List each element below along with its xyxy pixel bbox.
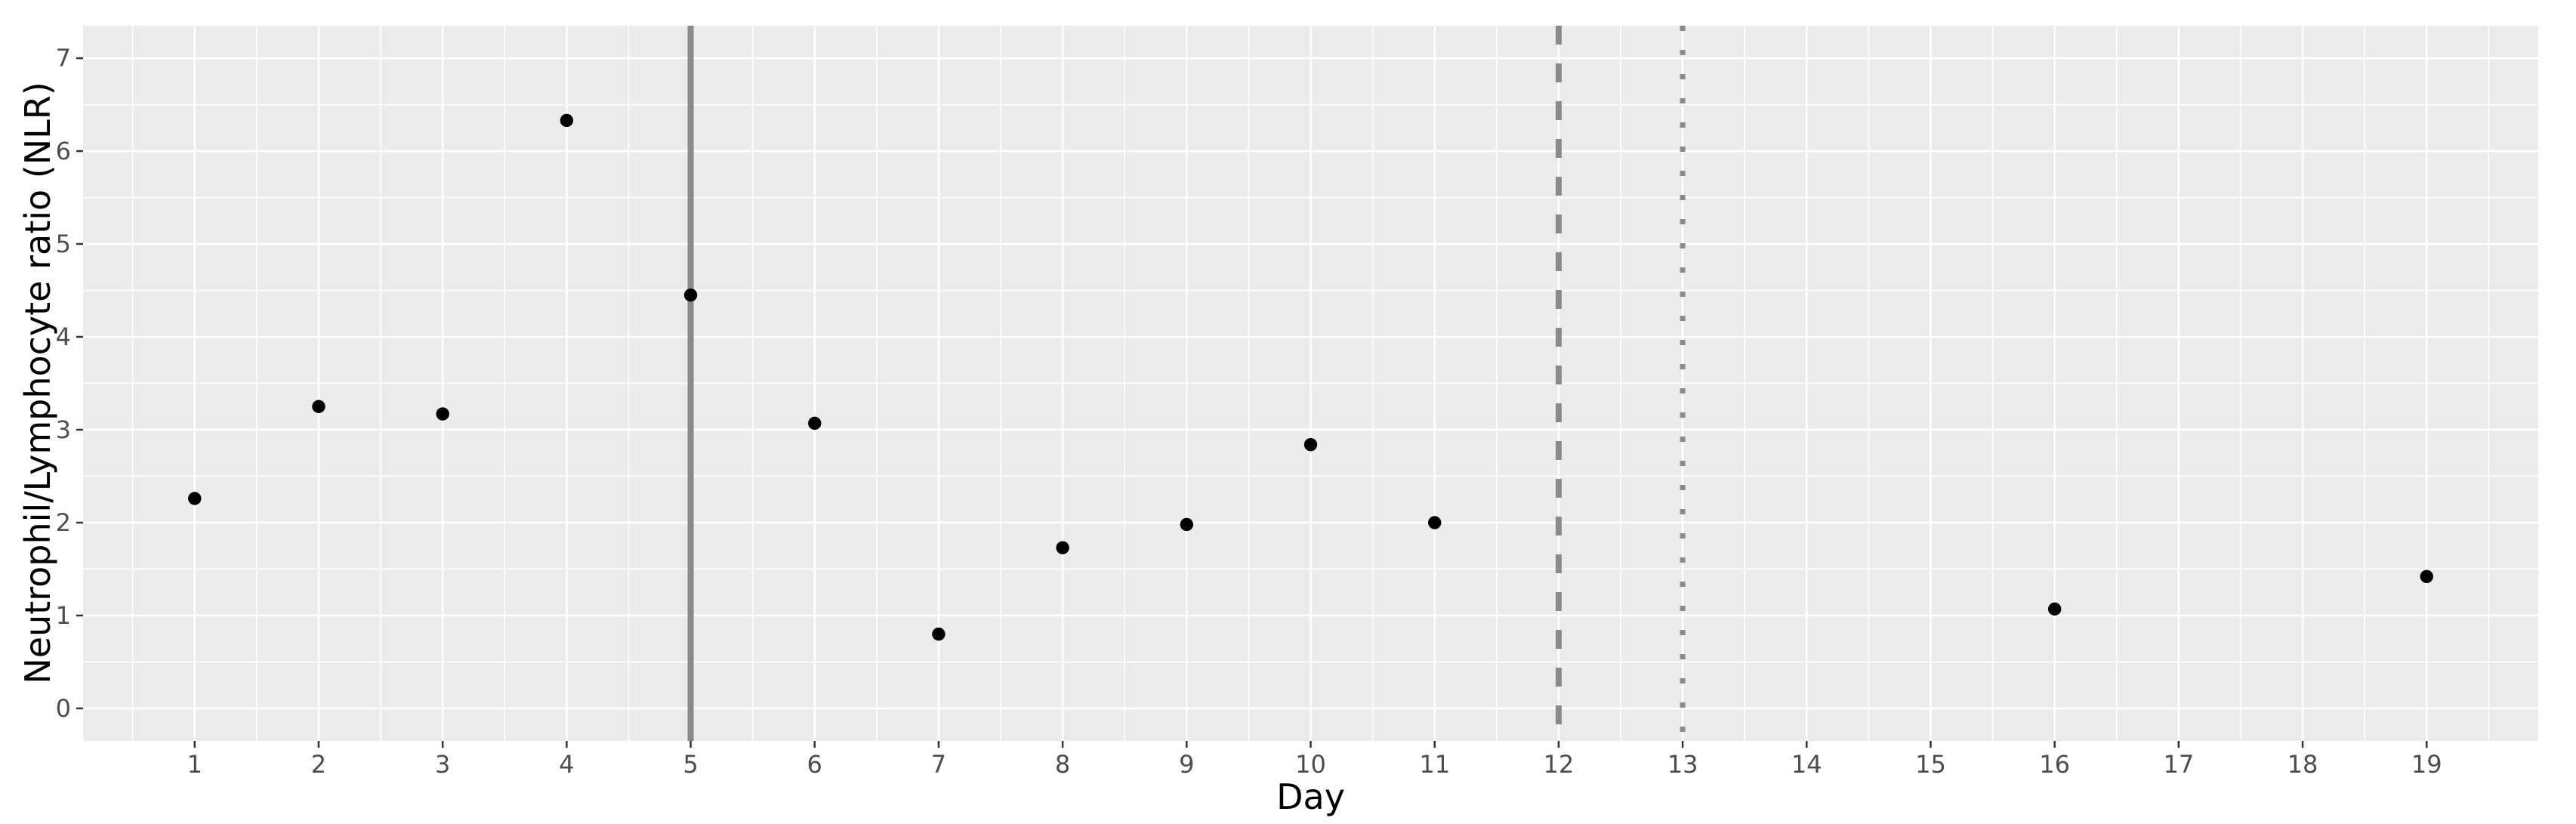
x-tick-label: 13 [1667,750,1698,779]
x-tick-label: 19 [2411,750,2442,779]
x-tick-label: 8 [1055,750,1070,779]
x-tick-label: 16 [2039,750,2070,779]
y-tick-label: 0 [56,694,71,723]
x-tick-label: 7 [931,750,946,779]
data-point-day8 [1056,541,1069,554]
x-tick-label: 5 [683,750,698,779]
y-tick-label: 7 [56,44,71,73]
data-point-day2 [312,400,325,413]
x-tick-label: 12 [1544,750,1575,779]
data-point-day1 [188,492,202,505]
y-tick-label: 2 [56,508,71,537]
data-point-day4 [560,113,574,128]
data-point-day19 [2420,569,2433,584]
x-tick-label: 1 [187,750,202,779]
x-axis-title: Day [1276,776,1345,817]
data-point-day11 [1427,516,1442,529]
y-tick-label: 4 [56,323,71,351]
x-tick-label: 15 [1915,750,1946,779]
data-point-day3 [436,407,449,421]
x-tick-label: 10 [1295,750,1326,779]
data-point-day7 [932,627,946,641]
y-tick-label: 5 [56,230,71,258]
data-point-day6 [808,416,822,431]
x-tick-label: 4 [559,750,574,779]
data-point-day16 [2047,602,2062,616]
y-tick-label: 1 [56,601,71,630]
x-tick-label: 6 [807,750,822,779]
x-tick-label: 17 [2163,750,2194,779]
y-tick-label: 6 [56,137,71,165]
x-tick-label: 18 [2288,750,2318,779]
x-tick-label: 9 [1179,750,1194,779]
x-tick-label: 3 [435,750,450,779]
data-point-day10 [1303,437,1318,452]
data-point-day5 [683,288,698,302]
x-tick-label: 2 [311,750,326,779]
y-tick-label: 3 [56,415,71,444]
x-tick-label: 14 [1791,750,1822,779]
x-tick-label: 11 [1419,750,1450,779]
data-point-day9 [1180,517,1194,532]
y-axis-title: Neutrophil/Lymphocyte ratio (NLR) [17,82,58,684]
